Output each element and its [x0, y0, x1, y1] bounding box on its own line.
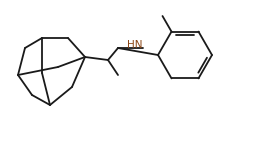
Text: HN: HN	[127, 40, 143, 50]
